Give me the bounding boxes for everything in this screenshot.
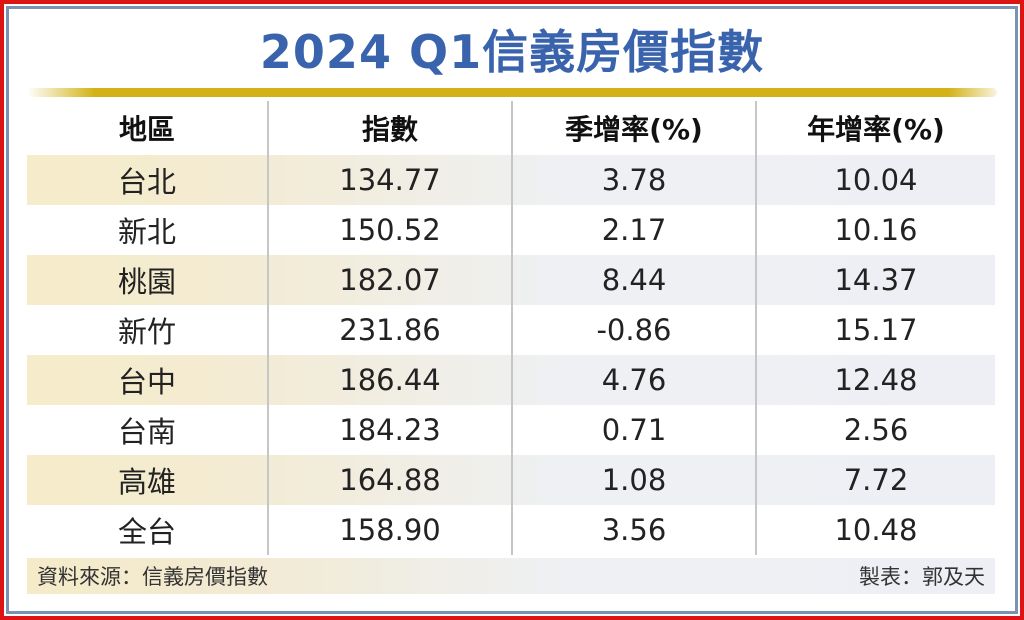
cell-yoy: 10.16 — [755, 205, 995, 255]
cell-region: 台北 — [117, 165, 176, 199]
cell-index: 184.23 — [267, 405, 511, 455]
cell-qoq: 4.76 — [511, 355, 755, 405]
cell-region: 桃園 — [117, 265, 176, 299]
cell-yoy: 2.56 — [755, 405, 995, 455]
cell-qoq: 1.08 — [511, 455, 755, 505]
header-region: 地區 — [118, 113, 175, 146]
cell-yoy: 7.72 — [755, 455, 995, 505]
cell-yoy: 15.17 — [755, 305, 995, 355]
cell-qoq: 3.56 — [511, 505, 755, 555]
table-row: 桃園 182.07 8.44 14.37 — [27, 255, 995, 305]
cell-region: 高雄 — [117, 465, 176, 499]
table-row: 台中 186.44 4.76 12.48 — [27, 355, 995, 405]
table-row: 高雄 164.88 1.08 7.72 — [27, 455, 995, 505]
cell-region: 全台 — [117, 515, 176, 549]
cell-index: 164.88 — [267, 455, 511, 505]
data-source-label: 資料來源：信義房價指數 — [37, 565, 268, 589]
gold-divider-bar — [27, 88, 997, 97]
cell-index: 134.77 — [267, 155, 511, 205]
cell-qoq: 8.44 — [511, 255, 755, 305]
cell-index: 231.86 — [267, 305, 511, 355]
cell-index: 158.90 — [267, 505, 511, 555]
page-title: 2024 Q1信義房價指數 — [259, 24, 765, 79]
table-row: 新竹 231.86 -0.86 15.17 — [27, 305, 995, 355]
title-block: 2024 Q1信義房價指數 — [27, 9, 997, 88]
header-yoy: 年增率(%) — [755, 101, 995, 155]
cell-index: 150.52 — [267, 205, 511, 255]
credit-label: 製表：郭及天 — [859, 565, 985, 589]
blue-frame-border: 2024 Q1信義房價指數 地區 指數 季增率(%) 年增率(%) 台北 134… — [6, 6, 1018, 614]
housing-price-index-table: 地區 指數 季增率(%) 年增率(%) 台北 134.77 3.78 10.04… — [27, 101, 995, 555]
table-row: 台北 134.77 3.78 10.04 — [27, 155, 995, 205]
cell-region: 台中 — [117, 365, 176, 399]
footer-band: 資料來源：信義房價指數 製表：郭及天 — [27, 558, 995, 594]
cell-qoq: -0.86 — [511, 305, 755, 355]
cell-index: 182.07 — [267, 255, 511, 305]
cell-qoq: 2.17 — [511, 205, 755, 255]
table-row: 新北 150.52 2.17 10.16 — [27, 205, 995, 255]
cell-yoy: 10.48 — [755, 505, 995, 555]
table-row: 台南 184.23 0.71 2.56 — [27, 405, 995, 455]
cell-yoy: 10.04 — [755, 155, 995, 205]
cell-region: 新竹 — [117, 315, 176, 349]
header-qoq: 季增率(%) — [511, 101, 755, 155]
cell-region: 台南 — [117, 415, 176, 449]
table-header-row: 地區 指數 季增率(%) 年增率(%) — [27, 101, 995, 155]
cell-index: 186.44 — [267, 355, 511, 405]
header-index: 指數 — [267, 101, 511, 155]
cell-yoy: 12.48 — [755, 355, 995, 405]
table-row: 全台 158.90 3.56 10.48 — [27, 505, 995, 555]
cell-qoq: 3.78 — [511, 155, 755, 205]
cell-region: 新北 — [117, 215, 176, 249]
cell-yoy: 14.37 — [755, 255, 995, 305]
cell-qoq: 0.71 — [511, 405, 755, 455]
